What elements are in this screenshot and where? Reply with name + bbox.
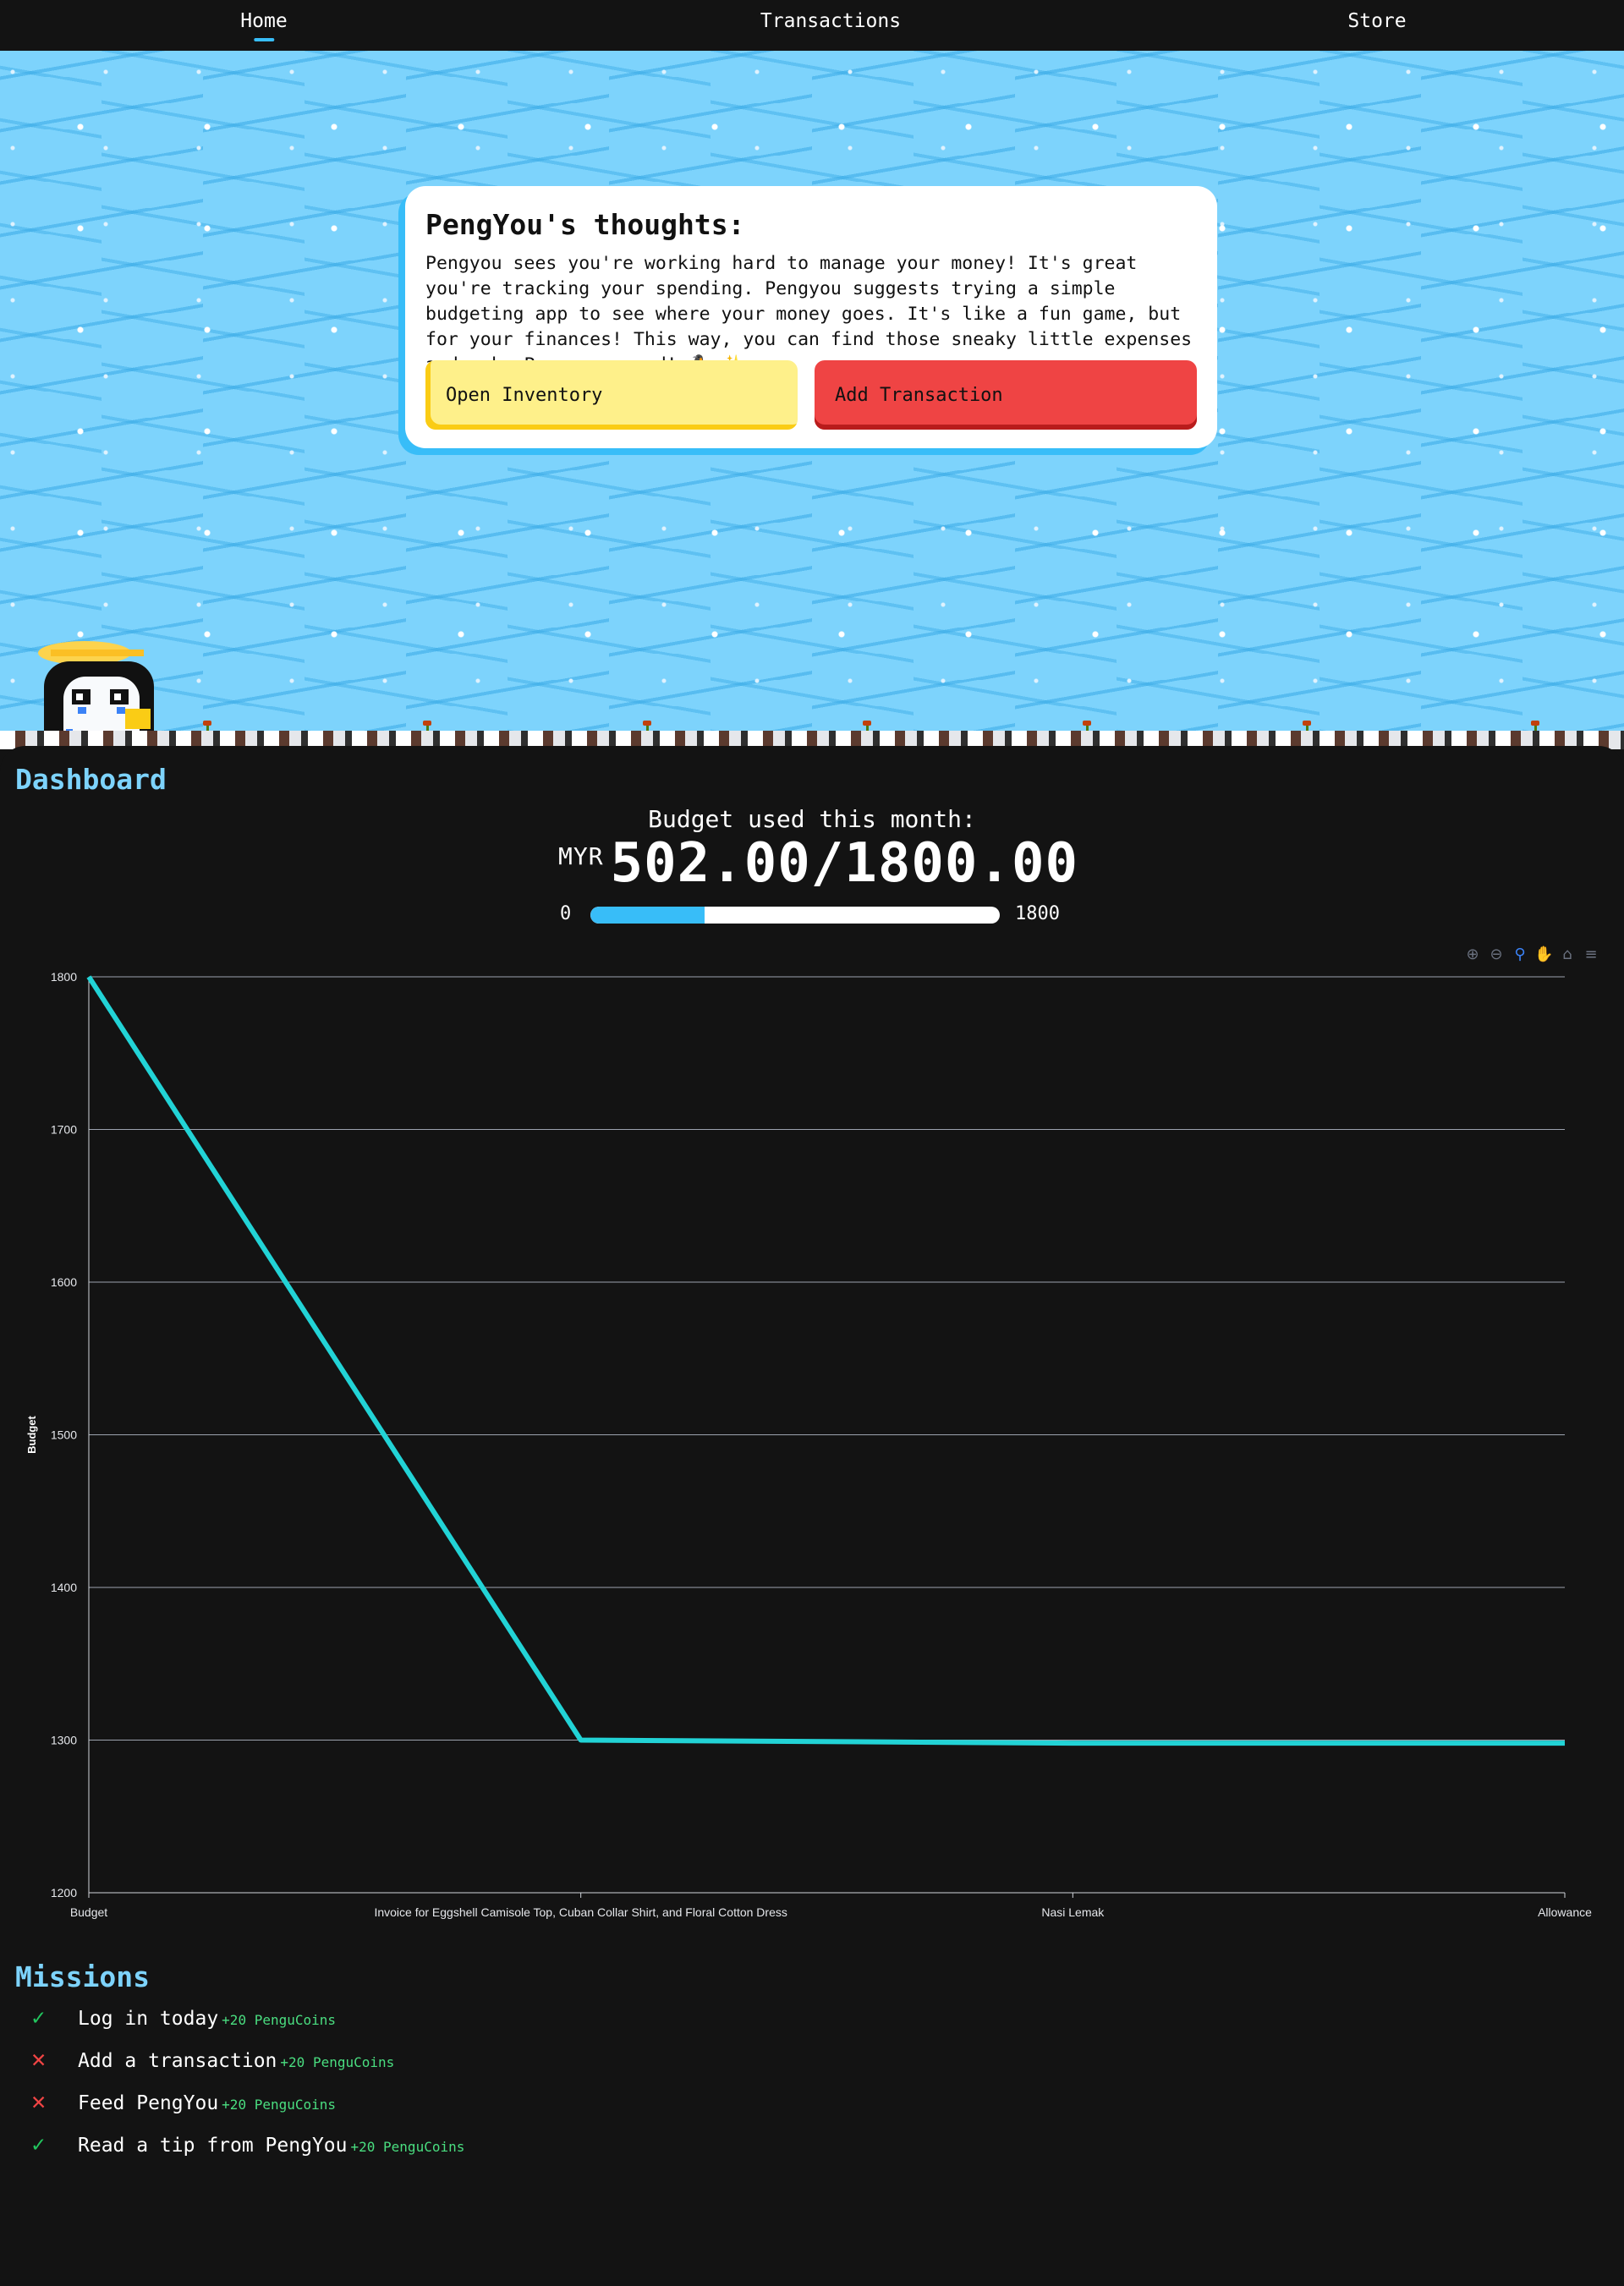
nav-transactions[interactable]: Transactions (760, 10, 902, 32)
mission-reward: +20 PenguCoins (350, 2139, 465, 2155)
progress-max: 1800 (1015, 903, 1060, 924)
y-tick-label: 1300 (51, 1734, 77, 1747)
y-tick-label: 1800 (51, 970, 77, 984)
mission-item: ✕ Feed PengYou +20 PenguCoins (30, 2092, 336, 2114)
hero-scene: PengYou's thoughts: Pengyou sees you're … (0, 51, 1624, 749)
thoughts-title: PengYou's thoughts: (425, 208, 745, 241)
x-tick-label: Nasi Lemak (1041, 1905, 1105, 1919)
mission-label: Add a transaction (78, 2050, 277, 2072)
budget-series-line[interactable] (86, 975, 1565, 1746)
mission-item: ✓ Log in today +20 PenguCoins (30, 2008, 336, 2030)
x-tick-label: Budget (70, 1905, 107, 1919)
mission-label: Read a tip from PengYou (78, 2135, 348, 2157)
mission-reward: +20 PenguCoins (222, 2012, 337, 2028)
x-tick-label: Invoice for Eggshell Camisole Top, Cuban… (374, 1905, 787, 1919)
y-tick-label: 1200 (51, 1886, 77, 1900)
currency-label: MYR (558, 842, 604, 870)
mission-label: Log in today (78, 2008, 219, 2030)
menu-icon[interactable]: ≡ (1584, 946, 1598, 963)
nav-home[interactable]: Home (240, 10, 288, 32)
thoughts-text: Pengyou sees you're working hard to mana… (425, 253, 1193, 376)
y-tick-label: 1500 (51, 1428, 77, 1442)
top-nav: Home Transactions Store (0, 0, 1624, 51)
budget-label: Budget used this month: (648, 805, 976, 833)
cross-icon: ✕ (30, 2092, 47, 2114)
mission-label: Feed PengYou (78, 2092, 219, 2114)
cross-icon: ✕ (30, 2050, 47, 2072)
nav-store[interactable]: Store (1347, 10, 1407, 32)
check-icon: ✓ (30, 2008, 47, 2030)
mission-item: ✓ Read a tip from PengYou +20 PenguCoins (30, 2135, 464, 2157)
add-transaction-button[interactable]: Add Transaction (815, 360, 1197, 430)
zoom-in-icon[interactable]: ⊕ (1466, 946, 1479, 963)
dashboard-panel: Dashboard Budget used this month: MYR 502… (0, 746, 1624, 2286)
y-tick-label: 1700 (51, 1123, 77, 1137)
y-axis-label: Budget (25, 1415, 38, 1453)
budget-progress-fill (590, 907, 705, 924)
zoom-out-icon[interactable]: ⊖ (1490, 946, 1503, 963)
budget-amount: 502.00/1800.00 (610, 832, 1079, 895)
ground-strip (0, 731, 1624, 749)
check-icon: ✓ (30, 2135, 47, 2157)
budget-value: MYR 502.00/1800.00 (558, 832, 1078, 895)
zoom-selection-icon[interactable]: ⚲ (1514, 946, 1526, 963)
thoughts-card: PengYou's thoughts: Pengyou sees you're … (405, 186, 1217, 448)
home-reset-icon[interactable]: ⌂ (1562, 946, 1572, 963)
progress-min: 0 (560, 903, 572, 924)
y-tick-label: 1600 (51, 1275, 77, 1289)
budget-line-chart: 1200 1300 1400 1500 1600 1700 1800 Budget Invoic… (25, 970, 1592, 1919)
dashboard-title: Dashboard (15, 763, 167, 796)
pan-icon[interactable]: ✋ (1534, 946, 1554, 963)
chart-toolbar: ⊕ ⊖ ⚲ ✋ ⌂ ≡ (1463, 946, 1600, 964)
mission-reward: +20 PenguCoins (280, 2054, 395, 2070)
x-tick-label: Allowance (1538, 1905, 1592, 1919)
open-inventory-button[interactable]: Open Inventory (425, 360, 798, 430)
mission-item: ✕ Add a transaction +20 PenguCoins (30, 2050, 394, 2072)
budget-progress-bar (590, 907, 1000, 924)
mission-reward: +20 PenguCoins (222, 2097, 337, 2113)
y-tick-label: 1400 (51, 1581, 77, 1594)
missions-title: Missions (15, 1960, 150, 1993)
